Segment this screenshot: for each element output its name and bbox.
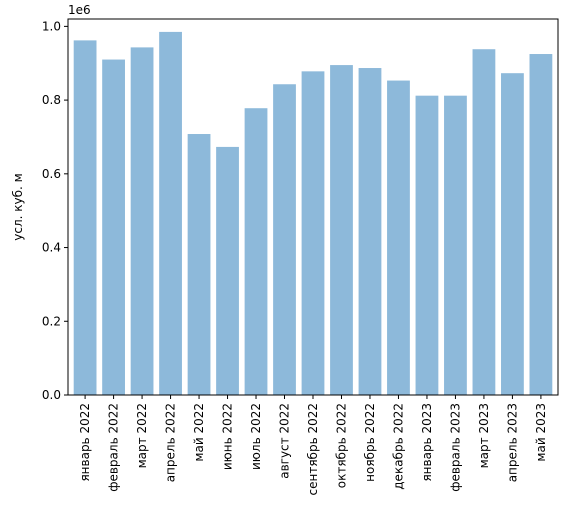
x-tick-label: декабрь 2022 <box>391 403 405 490</box>
bar-11 <box>358 68 382 395</box>
y-offset-label: 1e6 <box>68 3 91 17</box>
bar-16 <box>501 73 524 395</box>
y-axis-label: усл. куб. м <box>11 173 25 240</box>
bar-15 <box>472 49 496 396</box>
x-tick-label: октябрь 2022 <box>334 403 348 488</box>
bar-4 <box>159 31 182 396</box>
x-tick-label: май 2023 <box>534 403 548 462</box>
bar-17 <box>529 54 553 396</box>
bar-10 <box>330 65 353 395</box>
x-tick-label: март 2023 <box>477 403 491 468</box>
bar-7 <box>244 108 268 396</box>
plot-frame <box>67 18 559 396</box>
x-tick-label: март 2022 <box>135 403 149 468</box>
x-axis: январь 2022 февраль 2022 март 2022 апрель 2… <box>78 395 548 495</box>
bar-12 <box>387 80 410 395</box>
x-tick-label: апрель 2022 <box>164 403 178 482</box>
x-tick-label: ноябрь 2022 <box>363 403 377 482</box>
x-tick-label: июнь 2022 <box>221 403 235 470</box>
y-tick-label: 0.4 <box>42 241 61 255</box>
x-tick-label: апрель 2023 <box>505 403 519 482</box>
x-tick-label: январь 2023 <box>420 403 434 482</box>
x-tick-label: июль 2022 <box>249 403 263 470</box>
x-tick-label: февраль 2022 <box>107 403 121 492</box>
x-tick-label: сентябрь 2022 <box>306 403 320 495</box>
x-tick-label: май 2022 <box>192 403 206 462</box>
bar-5 <box>187 134 211 395</box>
y-tick-label: 0.2 <box>42 314 61 328</box>
x-tick-label: август 2022 <box>278 403 292 479</box>
y-axis: 0.0 0.2 0.4 0.6 0.8 1.0 <box>42 19 68 402</box>
bar-8 <box>273 84 296 395</box>
x-tick-label: январь 2022 <box>78 403 92 482</box>
bar-9 <box>301 71 325 396</box>
y-tick-label: 0.0 <box>42 388 61 402</box>
bars-group <box>73 31 553 396</box>
y-tick-label: 0.6 <box>42 167 61 181</box>
bar-1 <box>73 40 97 395</box>
bar-14 <box>444 95 467 396</box>
bar-13 <box>415 95 439 396</box>
bar-6 <box>216 146 239 395</box>
y-tick-label: 0.8 <box>42 93 61 107</box>
bar-2 <box>102 59 125 396</box>
y-tick-label: 1.0 <box>42 19 61 33</box>
bar-3 <box>130 47 154 396</box>
x-tick-label: февраль 2023 <box>448 403 462 492</box>
